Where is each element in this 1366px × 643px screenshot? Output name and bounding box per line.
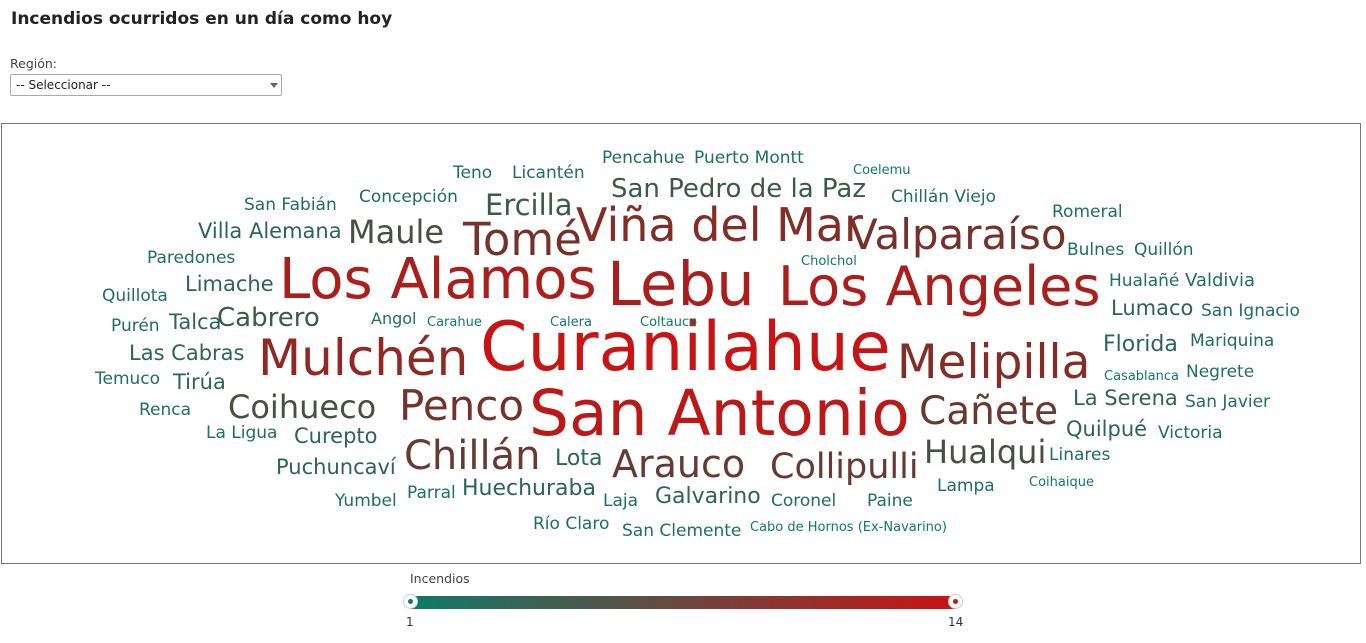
cloud-word[interactable]: Collipulli — [770, 447, 919, 487]
cloud-word[interactable]: Curanilahue — [480, 308, 891, 387]
cloud-word[interactable]: Coihueco — [228, 388, 377, 426]
cloud-word[interactable]: Lebu — [607, 249, 755, 320]
cloud-word[interactable]: Tomé — [463, 213, 582, 266]
range-min-dot — [408, 599, 413, 604]
cloud-word[interactable]: Cabo de Hornos (Ex-Navarino) — [750, 520, 947, 535]
cloud-word[interactable]: Chillán — [404, 433, 541, 479]
cloud-word[interactable]: Cholchol — [801, 254, 857, 269]
cloud-word[interactable]: Ercilla — [485, 188, 573, 222]
cloud-word[interactable]: Purén — [111, 316, 160, 336]
cloud-word[interactable]: Maule — [348, 213, 445, 251]
cloud-word[interactable]: Mulchén — [258, 329, 469, 387]
cloud-word[interactable]: Coltauco — [640, 315, 698, 330]
cloud-word[interactable]: Linares — [1049, 445, 1111, 465]
cloud-word[interactable]: Negrete — [1186, 362, 1255, 382]
cloud-word[interactable]: Mariquina — [1190, 331, 1275, 351]
color-scale-bar — [403, 594, 963, 609]
range-max-handle[interactable] — [948, 594, 963, 609]
region-select[interactable]: -- Seleccionar -- — [10, 74, 282, 96]
cloud-word[interactable]: Hualqui — [924, 433, 1047, 471]
cloud-word[interactable]: Coronel — [771, 491, 837, 511]
cloud-word[interactable]: Valdivia — [1185, 270, 1256, 291]
cloud-word[interactable]: Galvarino — [655, 484, 761, 509]
chevron-down-icon — [270, 83, 278, 88]
cloud-word[interactable]: Lampa — [937, 476, 995, 496]
cloud-word[interactable]: Pencahue — [602, 148, 685, 168]
cloud-word[interactable]: Cabrero — [217, 303, 320, 333]
cloud-word[interactable]: Limache — [185, 272, 274, 296]
range-max-dot — [953, 599, 958, 604]
cloud-word[interactable]: Parral — [407, 483, 456, 503]
cloud-word[interactable]: Puerto Montt — [694, 148, 804, 168]
cloud-word[interactable]: Coelemu — [853, 163, 911, 178]
cloud-word[interactable]: Bulnes — [1067, 240, 1125, 260]
legend-title: Incendios — [410, 571, 470, 586]
cloud-word[interactable]: Villa Alemana — [198, 219, 342, 243]
cloud-word[interactable]: Quillón — [1134, 240, 1194, 260]
cloud-word[interactable]: Arauco — [612, 442, 746, 486]
cloud-word[interactable]: Las Cabras — [129, 341, 245, 365]
cloud-word[interactable]: Curepto — [294, 424, 378, 448]
cloud-word[interactable]: Romeral — [1052, 202, 1123, 222]
cloud-word[interactable]: Paine — [867, 491, 913, 511]
cloud-word[interactable]: Los Alamos — [279, 247, 597, 312]
cloud-word[interactable]: Casablanca — [1104, 369, 1179, 384]
cloud-word[interactable]: Teno — [453, 163, 493, 183]
legend-max-label: 14 — [948, 615, 964, 629]
cloud-word[interactable]: San Javier — [1185, 392, 1271, 412]
cloud-word[interactable]: Renca — [139, 400, 192, 420]
cloud-word[interactable]: San Clemente — [622, 521, 742, 541]
region-select-value: -- Seleccionar -- — [16, 78, 111, 92]
cloud-word[interactable]: Talca — [169, 310, 222, 334]
cloud-word[interactable]: Valparaíso — [849, 210, 1067, 259]
cloud-word[interactable]: Chillán Viejo — [891, 187, 996, 207]
cloud-word[interactable]: Yumbel — [335, 491, 397, 511]
cloud-word[interactable]: Lumaco — [1111, 296, 1194, 320]
cloud-word[interactable]: San Antonio — [529, 377, 910, 450]
cloud-word[interactable]: San Pedro de la Paz — [611, 174, 866, 204]
cloud-word[interactable]: Laja — [603, 491, 639, 511]
cloud-word[interactable]: Paredones — [147, 248, 236, 268]
cloud-word[interactable]: Huechuraba — [462, 476, 596, 501]
legend-min-label: 1 — [406, 615, 414, 629]
cloud-word[interactable]: Río Claro — [533, 514, 610, 534]
cloud-word[interactable]: Melipilla — [897, 335, 1091, 390]
word-cloud: Curanilahue San Antonio Lebu Los Alamos Los … — [1, 123, 1361, 564]
cloud-word[interactable]: Temuco — [95, 369, 161, 389]
cloud-word[interactable]: La Serena — [1073, 386, 1178, 410]
region-filter-label: Región: — [10, 56, 58, 71]
cloud-word[interactable]: Tirúa — [173, 370, 226, 394]
cloud-word[interactable]: Hualañé — [1109, 271, 1180, 291]
cloud-word[interactable]: Quilpué — [1066, 417, 1148, 441]
cloud-word[interactable]: Puchuncaví — [276, 455, 396, 479]
cloud-word[interactable]: Los Angeles — [778, 255, 1101, 318]
cloud-word[interactable]: Angol — [371, 309, 417, 328]
cloud-word[interactable]: San Fabián — [244, 195, 337, 215]
cloud-word[interactable]: Victoria — [1158, 423, 1223, 443]
cloud-word[interactable]: La Ligua — [206, 423, 278, 443]
range-min-handle[interactable] — [403, 594, 418, 609]
cloud-word[interactable]: Quillota — [102, 286, 168, 306]
cloud-word[interactable]: Viña del Mar — [576, 198, 863, 252]
cloud-word[interactable]: Florida — [1103, 332, 1178, 357]
cloud-word[interactable]: Lota — [555, 446, 603, 471]
cloud-word[interactable]: Cañete — [919, 389, 1059, 434]
page-title: Incendios ocurridos en un día como hoy — [11, 9, 393, 29]
cloud-word[interactable]: Calera — [550, 315, 592, 330]
cloud-word[interactable]: Licantén — [512, 163, 585, 183]
cloud-word[interactable]: Coihaique — [1029, 475, 1094, 490]
cloud-word[interactable]: Carahue — [427, 315, 482, 330]
cloud-word[interactable]: San Ignacio — [1201, 301, 1300, 321]
cloud-word[interactable]: Penco — [399, 381, 525, 430]
cloud-word[interactable]: Concepción — [359, 187, 458, 207]
